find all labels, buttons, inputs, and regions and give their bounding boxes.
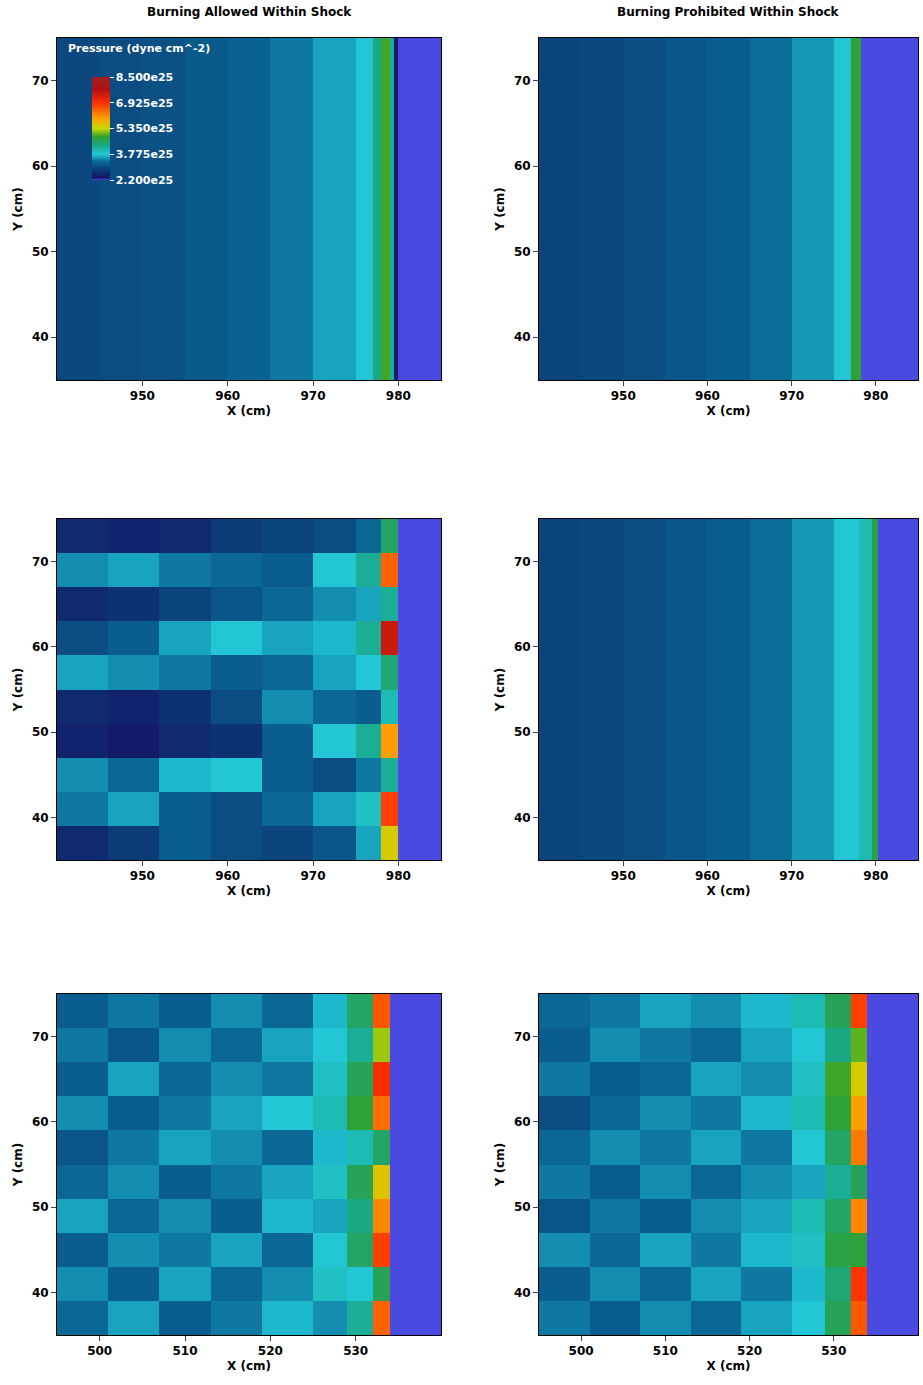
svg-text:970: 970 xyxy=(300,389,325,403)
svg-text:Y (cm): Y (cm) xyxy=(11,1143,25,1187)
svg-text:X (cm): X (cm) xyxy=(706,1359,750,1373)
svg-text:950: 950 xyxy=(611,389,636,403)
svg-text:40: 40 xyxy=(32,330,49,344)
svg-text:70: 70 xyxy=(32,1030,49,1044)
svg-text:Burning Allowed Within Shock: Burning Allowed Within Shock xyxy=(147,5,352,19)
svg-text:530: 530 xyxy=(821,1344,846,1358)
svg-text:40: 40 xyxy=(32,1286,49,1300)
svg-text:970: 970 xyxy=(779,389,804,403)
svg-text:60: 60 xyxy=(32,1115,49,1129)
svg-text:50: 50 xyxy=(32,725,49,739)
svg-text:Y (cm): Y (cm) xyxy=(493,668,507,712)
svg-text:960: 960 xyxy=(695,869,720,883)
svg-text:40: 40 xyxy=(514,811,531,825)
svg-text:Y (cm): Y (cm) xyxy=(493,187,507,231)
svg-text:960: 960 xyxy=(215,389,240,403)
svg-text:50: 50 xyxy=(32,1200,49,1214)
svg-text:520: 520 xyxy=(258,1344,283,1358)
svg-text:60: 60 xyxy=(514,1115,531,1129)
svg-text:60: 60 xyxy=(514,159,531,173)
svg-text:950: 950 xyxy=(130,869,155,883)
svg-text:50: 50 xyxy=(514,725,531,739)
svg-text:X (cm): X (cm) xyxy=(227,1359,271,1373)
svg-text:500: 500 xyxy=(87,1344,112,1358)
svg-text:X (cm): X (cm) xyxy=(706,884,750,898)
svg-text:70: 70 xyxy=(32,74,49,88)
svg-text:70: 70 xyxy=(514,74,531,88)
svg-text:950: 950 xyxy=(611,869,636,883)
svg-text:70: 70 xyxy=(514,555,531,569)
svg-text:X (cm): X (cm) xyxy=(227,884,271,898)
svg-text:980: 980 xyxy=(863,389,888,403)
svg-text:X (cm): X (cm) xyxy=(706,404,750,418)
svg-text:6.925e25: 6.925e25 xyxy=(116,97,174,110)
svg-text:50: 50 xyxy=(514,1200,531,1214)
svg-text:60: 60 xyxy=(32,159,49,173)
svg-text:50: 50 xyxy=(514,245,531,259)
svg-text:70: 70 xyxy=(514,1030,531,1044)
svg-text:Y (cm): Y (cm) xyxy=(11,668,25,712)
svg-text:Pressure (dyne cm^-2): Pressure (dyne cm^-2) xyxy=(68,42,210,55)
svg-text:60: 60 xyxy=(514,640,531,654)
svg-text:40: 40 xyxy=(514,1286,531,1300)
svg-text:2.200e25: 2.200e25 xyxy=(116,174,174,187)
svg-text:500: 500 xyxy=(569,1344,594,1358)
svg-text:980: 980 xyxy=(386,869,411,883)
svg-text:8.500e25: 8.500e25 xyxy=(116,71,174,84)
svg-text:50: 50 xyxy=(32,245,49,259)
svg-text:970: 970 xyxy=(779,869,804,883)
svg-text:510: 510 xyxy=(172,1344,197,1358)
svg-text:40: 40 xyxy=(32,811,49,825)
svg-text:970: 970 xyxy=(300,869,325,883)
svg-text:950: 950 xyxy=(130,389,155,403)
svg-text:70: 70 xyxy=(32,555,49,569)
svg-text:960: 960 xyxy=(695,389,720,403)
svg-text:Burning Prohibited Within Shoc: Burning Prohibited Within Shock xyxy=(617,5,840,19)
svg-text:960: 960 xyxy=(215,869,240,883)
svg-text:520: 520 xyxy=(737,1344,762,1358)
svg-text:Y (cm): Y (cm) xyxy=(11,187,25,231)
svg-text:3.775e25: 3.775e25 xyxy=(116,148,174,161)
svg-text:530: 530 xyxy=(343,1344,368,1358)
svg-text:Y (cm): Y (cm) xyxy=(493,1143,507,1187)
svg-text:X (cm): X (cm) xyxy=(227,404,271,418)
svg-text:510: 510 xyxy=(653,1344,678,1358)
svg-text:40: 40 xyxy=(514,330,531,344)
svg-text:60: 60 xyxy=(32,640,49,654)
svg-text:980: 980 xyxy=(386,389,411,403)
svg-text:980: 980 xyxy=(863,869,888,883)
svg-text:5.350e25: 5.350e25 xyxy=(116,122,174,135)
